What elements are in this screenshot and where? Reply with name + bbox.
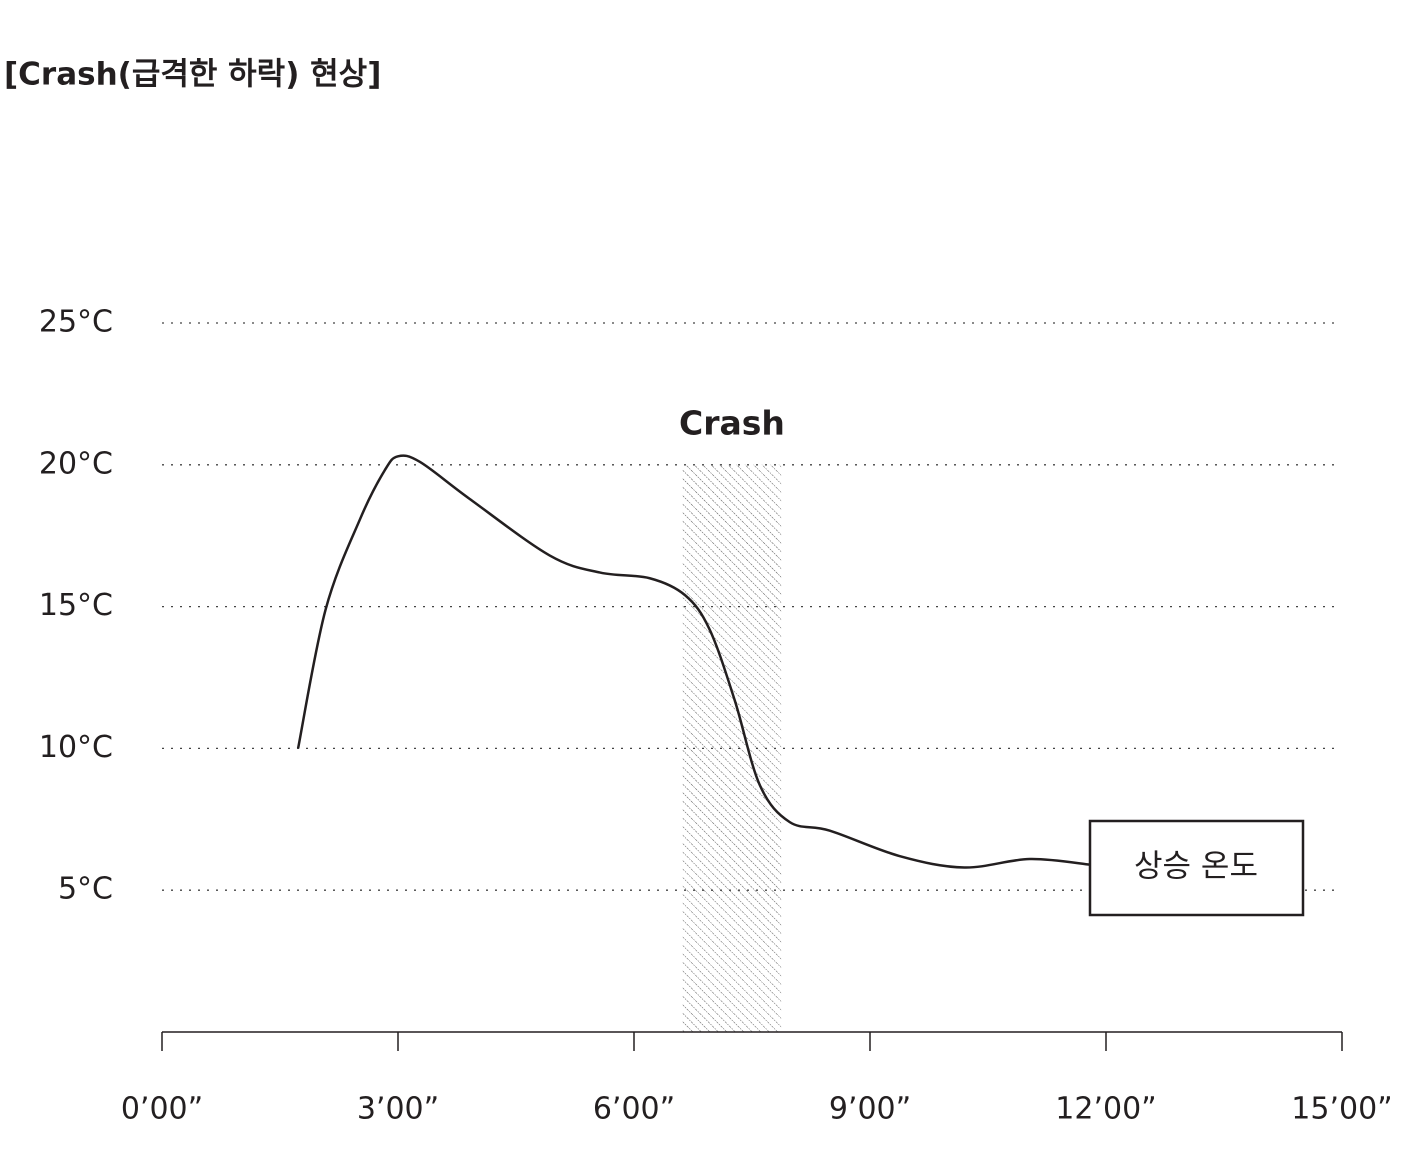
y-tick-label: 25°C [39,305,113,340]
x-tick-label: 15’00” [1291,1092,1392,1127]
y-tick-label: 10°C [39,730,113,765]
x-tick-label: 9’00” [829,1092,911,1127]
y-tick-label: 5°C [58,872,113,907]
line [296,454,1091,869]
annotation-box [1088,819,1305,917]
x-tick-label: 3’00” [357,1092,439,1127]
x-tick-label: 6’00” [593,1092,675,1127]
crash-label: Crash [679,403,785,442]
y-tick-label: 20°C [39,446,113,481]
x-tick-label: 0’00” [121,1092,203,1127]
crash-band [682,464,782,1032]
x-tick-label: 12’00” [1055,1092,1156,1127]
annotation: 상승 온도 [1134,849,1258,885]
y-tick-label: 15°C [39,588,113,623]
chart-title: [Crash(급격한 하락) 현상] [4,57,381,93]
